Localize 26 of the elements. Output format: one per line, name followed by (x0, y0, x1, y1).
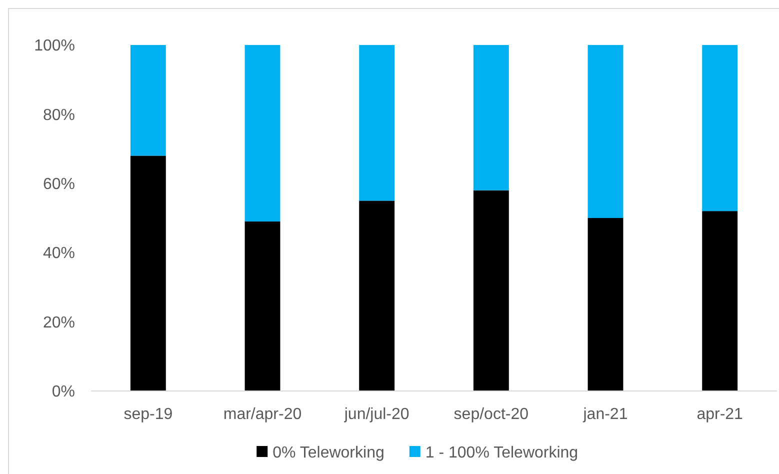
x-tick-label: sep/oct-20 (454, 406, 529, 423)
legend-label: 0% Teleworking (272, 444, 384, 462)
bar (588, 45, 624, 218)
y-tick-label: 40% (42, 245, 75, 262)
y-tick-label: 60% (42, 176, 75, 193)
legend-label: 1 - 100% Teleworking (425, 444, 578, 462)
bar (359, 200, 395, 391)
x-tick-label: jun/jul-20 (343, 406, 410, 423)
bar (702, 211, 738, 391)
bar (359, 45, 395, 201)
bar (130, 45, 166, 156)
x-tick-label: mar/apr-20 (223, 406, 302, 423)
bar (702, 45, 738, 212)
bar (244, 45, 280, 222)
x-tick-label: jan-21 (582, 406, 628, 423)
y-tick-label: 80% (42, 106, 75, 124)
y-tick-label: 0% (52, 384, 75, 401)
bar (244, 221, 280, 391)
bar (473, 45, 509, 190)
y-tick-label: 20% (42, 314, 75, 332)
y-tick-label: 100% (34, 38, 75, 55)
bar (130, 156, 166, 391)
x-tick-label: apr-21 (696, 406, 744, 423)
x-tick-label: sep-19 (124, 406, 173, 423)
bar (473, 190, 509, 391)
bar (588, 218, 624, 391)
